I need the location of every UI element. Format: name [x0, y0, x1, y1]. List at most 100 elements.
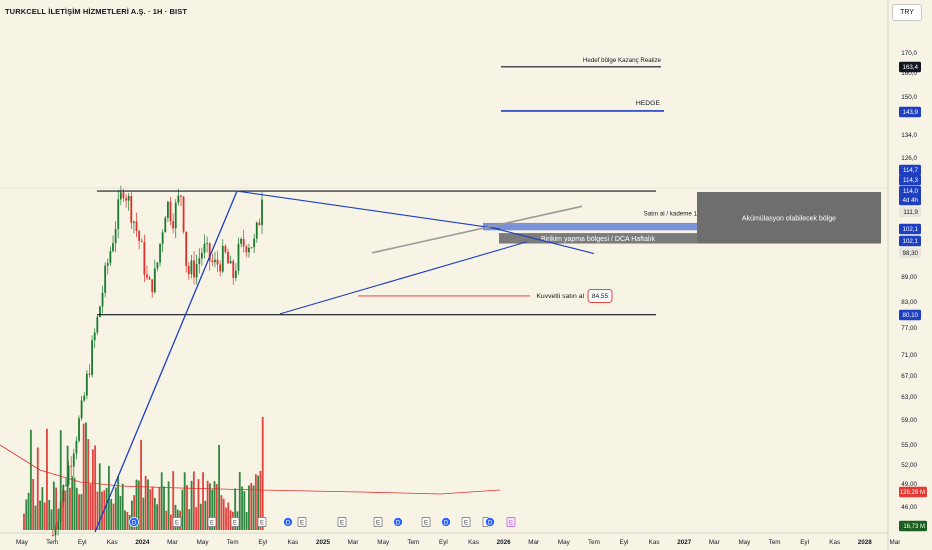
earnings-marker[interactable]	[373, 517, 383, 527]
volume-bar	[211, 489, 214, 530]
event-marker-label: E	[509, 520, 513, 526]
price-label-box	[899, 247, 921, 259]
volume-bar	[156, 504, 159, 530]
volume-bar	[252, 485, 255, 530]
volume-bar	[238, 472, 241, 530]
volume-bar	[140, 439, 142, 530]
time-axis: May Tem Eyl Kas 2024 Mar May Tem Eyl Kas 2025 Mar Ma…	[16, 539, 900, 546]
strong-buy-label: Kuvvetli satın al	[536, 293, 584, 300]
x-tick-label: May	[197, 539, 210, 546]
price-label: 114,7	[903, 167, 919, 174]
candle-body	[242, 238, 245, 247]
price-label-box	[899, 235, 921, 247]
volume-bar	[121, 483, 124, 530]
y-tick-label: 83,00	[901, 299, 917, 306]
candle-body	[214, 259, 216, 263]
volume-bar	[34, 505, 37, 530]
candle-body	[232, 261, 235, 278]
earnings-marker[interactable]	[506, 517, 516, 527]
event-marker-label: E	[376, 520, 380, 526]
candle-body	[85, 373, 88, 396]
candle-body	[195, 264, 198, 278]
volume-bar	[188, 509, 191, 530]
candle-body	[135, 221, 138, 232]
candle-body	[112, 243, 114, 252]
volume-bar	[96, 491, 99, 530]
dividend-marker[interactable]	[282, 517, 293, 528]
earnings-marker[interactable]	[461, 517, 471, 527]
candle-body	[203, 243, 206, 253]
volume-bar	[197, 479, 200, 530]
triangle-extension	[485, 225, 595, 255]
event-markers: DEEEEDEEEDEDEEDE	[128, 517, 516, 528]
y-tick-label: 59,00	[901, 417, 917, 424]
dividend-marker[interactable]	[128, 517, 139, 528]
volume-bar	[195, 507, 198, 530]
candle-body	[138, 231, 141, 241]
volume-bar	[243, 491, 246, 530]
dividend-marker[interactable]	[392, 517, 403, 528]
volume-bar	[36, 447, 39, 530]
volume-bar	[117, 476, 120, 530]
earnings-marker[interactable]	[257, 517, 267, 527]
event-marker-label: D	[132, 520, 137, 526]
volume-bar	[71, 476, 74, 530]
volume-bar	[62, 490, 64, 530]
price-label: 143,9	[903, 109, 919, 116]
x-tick-label: Kas	[468, 539, 479, 546]
candle-body	[80, 400, 83, 419]
candle-body	[133, 221, 135, 223]
candle-body	[200, 252, 203, 259]
candle-body	[193, 260, 195, 278]
earnings-marker[interactable]	[172, 517, 182, 527]
earnings-marker[interactable]	[207, 517, 217, 527]
volume-bar	[48, 499, 51, 530]
y-tick-label: 126,0	[901, 155, 917, 162]
volume-bar	[137, 480, 140, 530]
y-tick-label: 160,0	[901, 70, 917, 77]
volume-bar	[78, 494, 80, 530]
candle-body	[88, 373, 91, 375]
candle-body	[258, 222, 261, 226]
volume-bar	[126, 511, 129, 530]
price-label: 102,1	[903, 226, 919, 233]
volume-bar	[41, 487, 44, 530]
candle-body	[211, 260, 214, 263]
candle-body	[216, 259, 219, 265]
candle-body	[119, 192, 122, 200]
volume-bar	[114, 487, 117, 530]
volume-bar	[213, 481, 216, 530]
currency-button[interactable]: TRY	[892, 4, 922, 21]
dca-zone	[499, 233, 697, 244]
volume-bars	[23, 416, 264, 530]
volume-bar	[158, 486, 161, 530]
volume-bar	[215, 484, 218, 530]
x-tick-label: 2024	[135, 539, 150, 546]
volume-bar	[172, 471, 175, 530]
candle-body	[75, 440, 78, 454]
x-tick-label: Mar	[167, 539, 178, 546]
dividend-marker[interactable]	[484, 517, 495, 528]
x-tick-label: Kas	[829, 539, 840, 546]
volume-bar	[167, 481, 170, 530]
dividend-marker[interactable]	[440, 517, 451, 528]
x-tick-label: May	[738, 539, 751, 546]
earnings-marker[interactable]	[421, 517, 431, 527]
candle-body	[250, 247, 253, 249]
candle-body	[62, 485, 65, 503]
candle-body	[172, 221, 175, 229]
volume-bar	[227, 502, 230, 530]
price-label-box	[899, 174, 921, 186]
volume-label-box	[899, 520, 927, 532]
volume-bar	[190, 480, 193, 530]
volume-bar	[199, 503, 202, 530]
earnings-marker[interactable]	[297, 517, 307, 527]
earnings-marker[interactable]	[230, 517, 240, 527]
y-tick-label: 46,00	[901, 504, 917, 511]
triangle-lower	[279, 241, 528, 315]
candle-body	[72, 453, 75, 467]
x-tick-label: Eyl	[800, 539, 809, 546]
earnings-marker[interactable]	[337, 517, 347, 527]
candle-body	[166, 201, 169, 218]
